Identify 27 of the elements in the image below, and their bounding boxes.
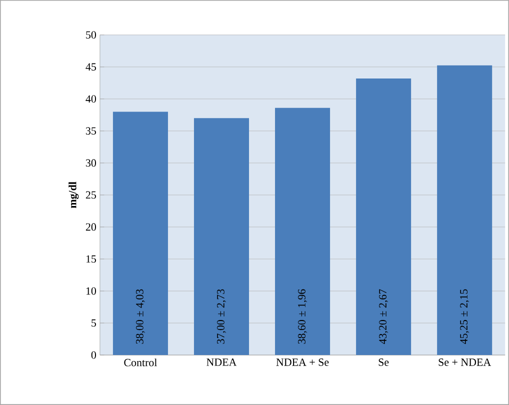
x-tick-label: Se + NDEA bbox=[438, 358, 492, 366]
bar bbox=[194, 118, 250, 356]
bar bbox=[356, 78, 412, 356]
y-axis-title: mg/dl bbox=[68, 182, 79, 208]
y-tick-label: 25 bbox=[86, 191, 96, 199]
data-label: 43,20 ± 2,67 bbox=[379, 289, 388, 344]
x-tick-label: NDEA bbox=[206, 358, 237, 366]
bar bbox=[275, 108, 330, 356]
y-tick-label: 35 bbox=[86, 127, 96, 135]
data-label: 45,25 ± 2,15 bbox=[460, 289, 470, 344]
x-tick-label: Se bbox=[378, 358, 389, 366]
y-tick-label: 45 bbox=[86, 63, 96, 71]
x-tick-label: NDEA + Se bbox=[276, 358, 329, 366]
y-tick-label: 5 bbox=[92, 319, 96, 327]
y-tick-label: 10 bbox=[86, 287, 96, 295]
y-tick-label: 15 bbox=[86, 255, 96, 263]
y-tick-label: 20 bbox=[86, 223, 96, 231]
x-tick-label: Control bbox=[124, 358, 157, 366]
bar bbox=[437, 65, 492, 356]
data-label: 37,00 ± 2,73 bbox=[217, 289, 226, 344]
bar bbox=[112, 112, 168, 356]
y-tick-label: 30 bbox=[86, 159, 96, 167]
y-tick-label: 40 bbox=[86, 95, 96, 103]
data-label: 38,60 ± 1,96 bbox=[298, 289, 308, 344]
data-label: 38,00 ± 4,03 bbox=[136, 289, 145, 344]
y-tick-label: 0 bbox=[91, 351, 96, 359]
y-tick-label: 50 bbox=[86, 31, 96, 39]
